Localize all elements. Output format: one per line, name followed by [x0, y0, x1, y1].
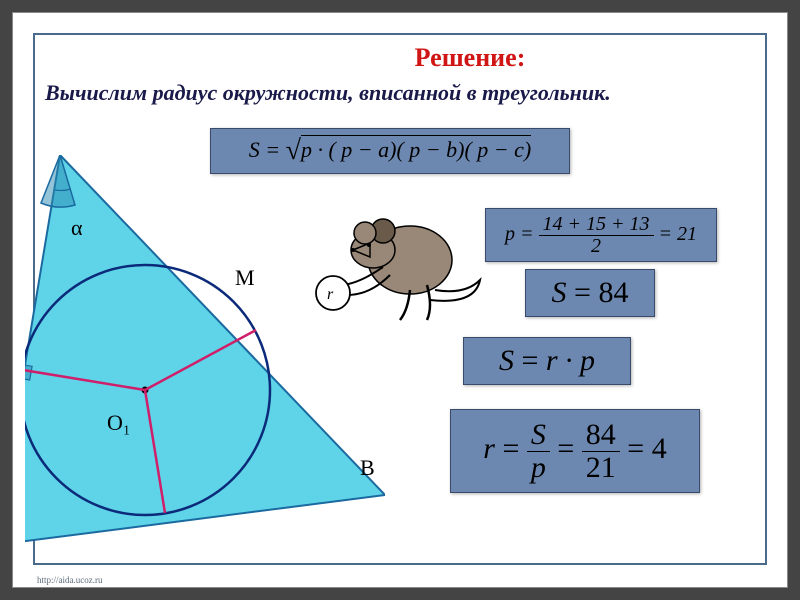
- ball-label-r: r: [327, 286, 334, 303]
- label-M: M: [235, 265, 255, 290]
- r-formula: r = Sp = 8421 = 4: [483, 419, 666, 483]
- radius-calc-box: r = Sp = 8421 = 4: [450, 409, 700, 493]
- r-frac2: 8421: [582, 419, 620, 483]
- p-formula: p = 14 + 15 + 132 = 21: [505, 214, 697, 257]
- slide-frame: Решение: Вычислим радиус окружности, впи…: [12, 12, 788, 588]
- mouse-leg-2: [427, 285, 430, 320]
- area-rp-box: S = r · p: [463, 337, 631, 385]
- srp-formula: S = r · p: [499, 344, 595, 378]
- label-O1: O₁: [107, 410, 131, 435]
- mouse-eye: [367, 243, 371, 247]
- mouse-ear-2: [354, 222, 376, 244]
- semiperimeter-box: p = 14 + 15 + 132 = 21: [485, 208, 717, 262]
- s84-formula: S = 84: [552, 276, 629, 310]
- sqrt-icon: √: [286, 135, 301, 166]
- subtitle-text: Вычислим радиус окружности, вписанной в …: [45, 79, 755, 107]
- r-frac1: Sp: [527, 419, 550, 483]
- footer-url: http://aida.ucoz.ru: [37, 575, 102, 585]
- area-value-box: S = 84: [525, 269, 655, 317]
- label-alpha: α: [71, 215, 83, 240]
- label-B: B: [360, 455, 375, 480]
- inner-border: Решение: Вычислим радиус окружности, впи…: [33, 33, 767, 565]
- mouse-nose: [351, 248, 355, 252]
- solution-title: Решение:: [35, 43, 765, 73]
- p-fraction: 14 + 15 + 132: [539, 214, 654, 257]
- mouse-illustration: r: [315, 205, 485, 335]
- heron-formula: S = √p · ( p − a)( p − b)( p − c): [249, 135, 532, 167]
- heron-formula-box: S = √p · ( p − a)( p − b)( p − c): [210, 128, 570, 174]
